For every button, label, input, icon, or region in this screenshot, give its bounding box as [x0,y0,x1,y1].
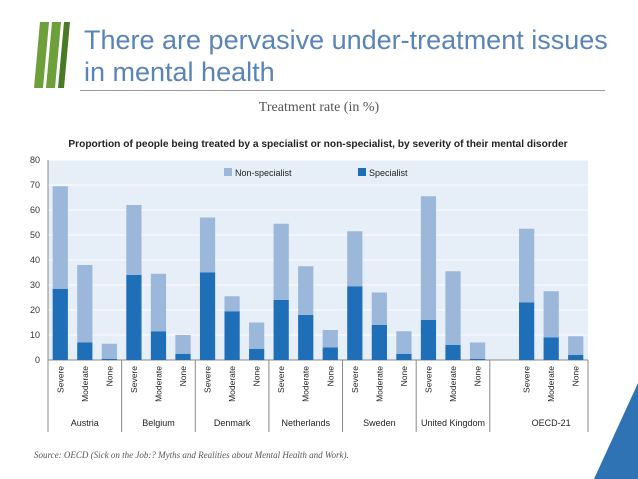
logo-bar-2 [46,22,61,88]
bar-specialist-6 [199,272,216,360]
x-tick-label: Moderate [374,366,384,402]
bar-specialist-0 [52,288,68,360]
bar-non-specialist-13 [371,292,387,325]
bar-specialist-11 [322,347,338,360]
x-tick-label: Severe [423,366,433,393]
bar-non-specialist-15 [420,196,437,320]
y-tick-label: 0 [35,355,40,365]
y-tick-label: 20 [30,305,40,315]
bar-non-specialist-11 [322,330,338,348]
bar-non-specialist-2 [101,343,117,359]
x-tick-label: Severe [350,366,360,393]
x-tick-label: Severe [522,366,532,393]
x-tick-label: Moderate [227,366,237,402]
x-tick-label: Severe [276,366,286,393]
bar-specialist-8 [249,348,265,360]
bar-non-specialist-16 [445,271,461,345]
bar-non-specialist-0 [52,186,68,289]
bar-non-specialist-19 [543,291,559,338]
group-label: OECD-21 [532,418,571,428]
bar-specialist-20 [568,355,584,360]
bar-non-specialist-5 [175,335,191,354]
group-label: Sweden [363,418,396,428]
logo-bar-1 [34,22,49,88]
x-tick-label: None [325,366,335,387]
slide-title: There are pervasive under-treatment issu… [84,25,608,87]
y-tick-label: 80 [30,155,40,165]
title-divider [80,90,605,91]
group-label: Denmark [214,418,251,428]
bar-non-specialist-17 [469,342,486,359]
x-tick-label: None [399,366,409,387]
chart-subtitle: Treatment rate (in %) [258,100,380,115]
bar-non-specialist-12 [347,231,363,287]
bar-specialist-19 [543,337,559,360]
x-tick-label: Moderate [448,366,458,402]
legend-swatch [224,168,232,176]
bar-non-specialist-10 [298,266,314,315]
group-label: Netherlands [281,418,330,428]
corner-decoration [594,383,638,479]
bar-specialist-14 [396,353,412,360]
bar-specialist-1 [77,342,93,360]
group-label: Austria [71,418,99,428]
legend-swatch [358,168,366,176]
bar-non-specialist-3 [126,205,142,275]
bar-specialist-3 [126,275,142,360]
bar-non-specialist-4 [150,273,167,332]
y-tick-label: 70 [30,180,40,190]
bar-specialist-16 [445,345,461,360]
x-tick-label: None [104,366,114,387]
bar-non-specialist-6 [199,217,216,273]
bar-non-specialist-14 [396,331,412,354]
y-tick-label: 50 [30,230,40,240]
bar-specialist-13 [371,325,387,360]
legend-label: Non-specialist [235,168,292,178]
x-tick-label: Moderate [546,366,556,402]
x-tick-label: Severe [55,366,65,393]
x-tick-label: None [571,366,581,387]
bar-non-specialist-7 [224,296,240,312]
y-tick-label: 40 [30,255,40,265]
x-tick-label: Severe [203,366,213,393]
group-label: United Kingdom [421,418,485,428]
x-tick-label: Moderate [80,366,90,402]
source-note: Source: OECD (Sick on the Job:? Myths an… [34,450,349,460]
x-tick-label: Moderate [153,366,163,402]
chart-title: Proportion of people being treated by a … [68,139,567,150]
bar-specialist-10 [298,315,314,360]
bar-non-specialist-20 [568,336,584,355]
bar-specialist-17 [469,358,486,360]
bar-non-specialist-9 [273,223,289,300]
bar-non-specialist-18 [519,228,535,303]
bar-non-specialist-8 [249,322,265,349]
group-label: Belgium [142,418,175,428]
bar-specialist-9 [273,300,289,360]
legend-label: Specialist [369,168,408,178]
x-tick-label: Moderate [301,366,311,402]
bar-specialist-15 [420,320,437,360]
y-tick-label: 60 [30,205,40,215]
y-tick-label: 30 [30,280,40,290]
bar-specialist-4 [150,331,167,360]
bar-specialist-12 [347,286,363,360]
bar-non-specialist-1 [77,265,93,343]
bar-specialist-18 [519,302,535,360]
bar-specialist-7 [224,311,240,360]
y-tick-label: 10 [30,330,40,340]
x-tick-label: None [252,366,262,387]
x-tick-label: Severe [129,366,139,393]
logo-bar-3 [58,22,70,88]
x-tick-label: None [178,366,188,387]
x-tick-label: None [473,366,483,387]
bar-specialist-2 [101,358,117,360]
bar-specialist-5 [175,353,191,360]
